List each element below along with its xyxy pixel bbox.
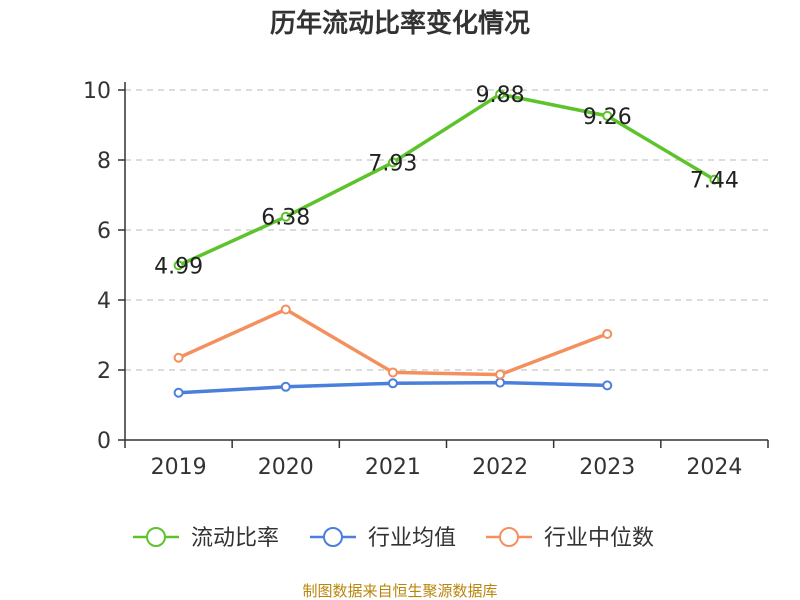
data-point-s1-2023	[602, 380, 613, 391]
y-tick-label: 8	[97, 149, 111, 174]
y-tick-label: 10	[83, 79, 111, 104]
data-label-2023: 9.26	[583, 105, 632, 130]
data-point-s0-2023	[602, 110, 613, 121]
data-point-s0-2020	[280, 211, 291, 222]
data-label-2022: 9.88	[476, 83, 525, 108]
y-tick-label: 4	[97, 289, 111, 314]
data-point-s2-2021	[387, 367, 398, 378]
data-label-2019: 4.99	[154, 254, 203, 279]
data-point-s1-2022	[495, 377, 506, 388]
legend-label-2: 行业中位数	[544, 526, 654, 551]
axis-layer: 0 2 4 6 8 10 2019 2020 2021 2022 2023 2024	[83, 79, 769, 480]
series-line-0	[177, 92, 716, 267]
legend-marker-1	[323, 527, 343, 547]
series-layer	[173, 89, 720, 398]
label-layer: 4.99 6.38 7.93 9.88 9.26 7.44	[154, 83, 739, 279]
legend-marker-0	[146, 527, 166, 547]
x-tick-label-2023: 2023	[579, 455, 635, 480]
legend-marker-2	[499, 527, 519, 547]
y-tick-label: 6	[97, 219, 111, 244]
legend: 流动比率 行业均值 行业中位数	[133, 526, 654, 551]
x-tick-label-2020: 2020	[258, 455, 314, 480]
source-note: 制图数据来自恒生聚源数据库	[302, 582, 497, 600]
data-point-s0-2024	[709, 174, 720, 185]
data-label-2024: 7.44	[690, 169, 739, 194]
data-point-s1-2020	[280, 381, 291, 392]
chart-title: 历年流动比率变化情况	[270, 8, 530, 39]
series-line-2	[177, 307, 608, 377]
x-tick-label-2021: 2021	[365, 455, 421, 480]
data-label-2021: 7.93	[368, 151, 417, 176]
grid-layer	[125, 89, 768, 371]
y-tick-label: 2	[97, 359, 111, 384]
data-point-s2-2022	[495, 369, 506, 380]
data-label-2020: 6.38	[261, 206, 310, 231]
x-tick-label-2019: 2019	[151, 455, 207, 480]
data-point-s2-2019	[173, 352, 184, 363]
data-point-s0-2019	[173, 260, 184, 271]
data-point-s0-2021	[387, 157, 398, 168]
data-point-s0-2022	[495, 89, 506, 100]
data-point-s1-2021	[387, 378, 398, 389]
legend-label-1: 行业均值	[368, 526, 456, 551]
x-tick-label-2024: 2024	[686, 455, 742, 480]
data-point-s2-2020	[280, 304, 291, 315]
y-tick-label: 0	[97, 429, 111, 454]
data-point-s2-2023	[602, 328, 613, 339]
legend-label-0: 流动比率	[191, 526, 279, 551]
data-point-s1-2019	[173, 387, 184, 398]
x-tick-label-2022: 2022	[472, 455, 528, 480]
